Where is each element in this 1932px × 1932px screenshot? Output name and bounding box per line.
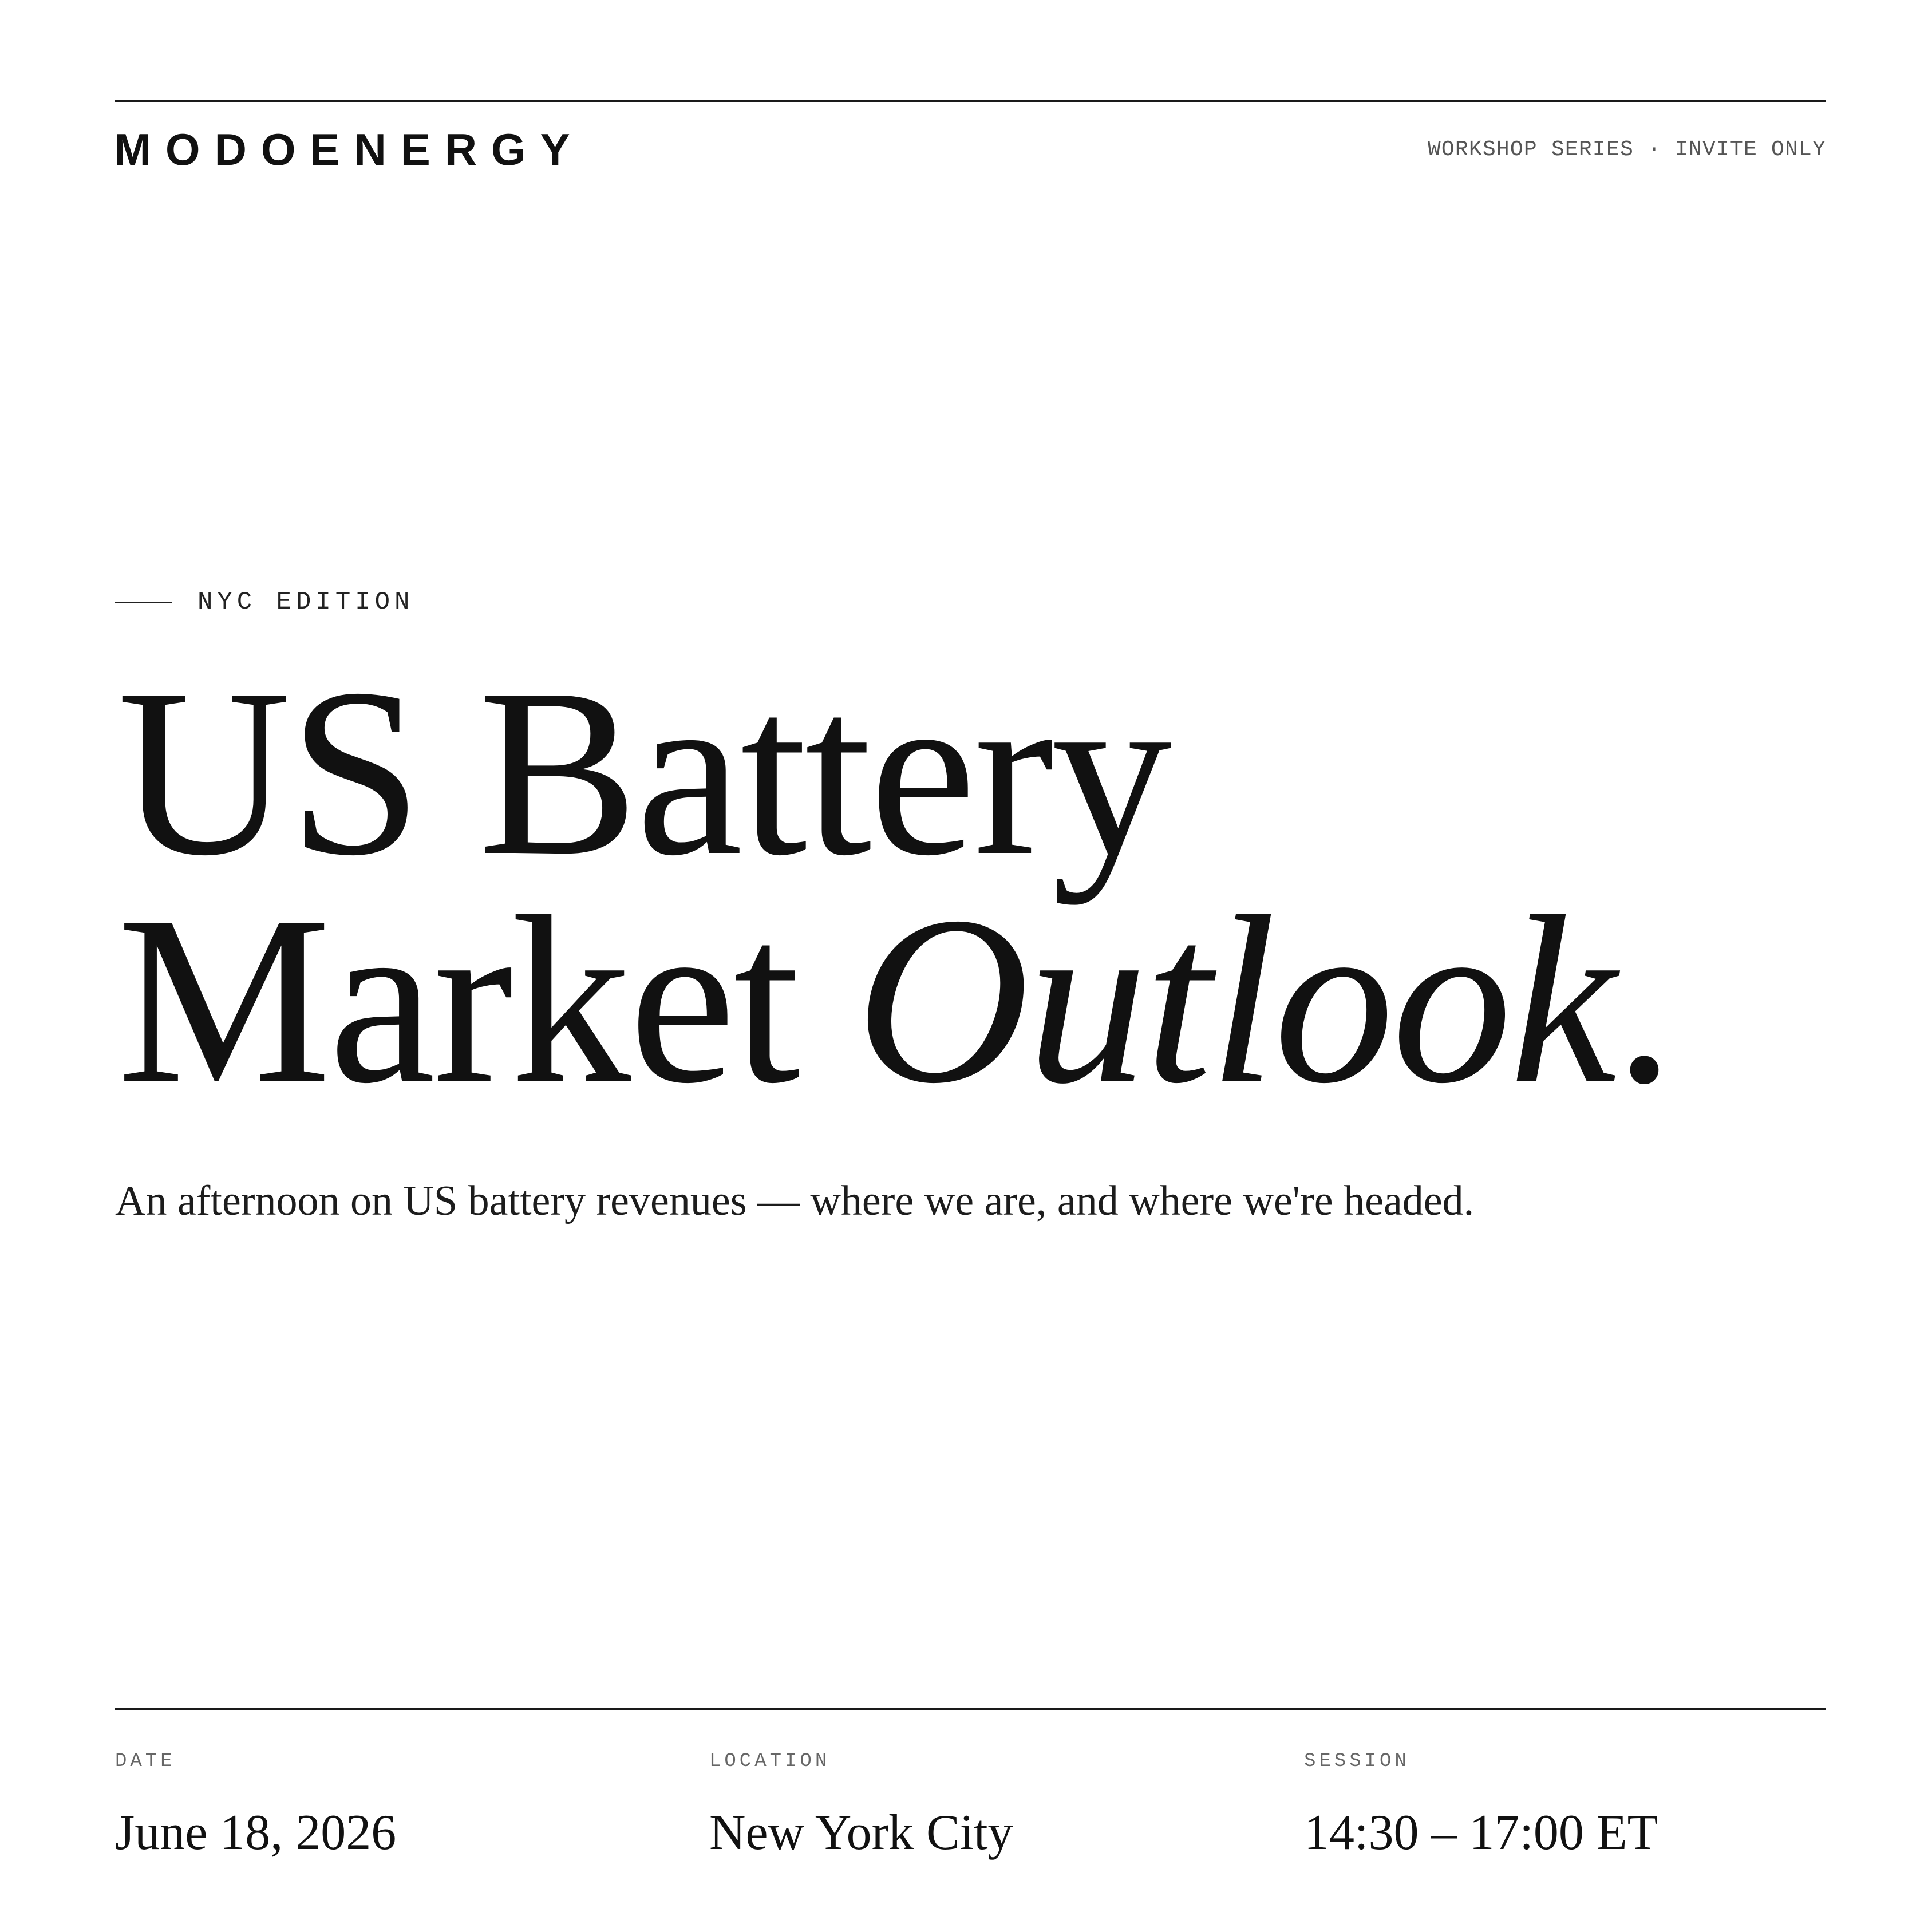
detail-session: SESSION 14:30 – 17:00 ET bbox=[1304, 1752, 1876, 1858]
title-line-2-italic: Outlook bbox=[855, 867, 1617, 1133]
detail-date: DATE June 18, 2026 bbox=[115, 1752, 688, 1858]
detail-label: DATE bbox=[115, 1751, 176, 1772]
page-title: US Battery Market Outlook. bbox=[117, 652, 1674, 1120]
top-divider bbox=[115, 100, 1826, 102]
bottom-divider bbox=[115, 1708, 1826, 1710]
eyebrow-dash bbox=[115, 601, 172, 603]
detail-value: New York City bbox=[709, 1805, 1013, 1860]
title-period: . bbox=[1614, 867, 1674, 1133]
detail-value: June 18, 2026 bbox=[115, 1805, 397, 1860]
subtitle: An afternoon on US battery revenues — wh… bbox=[115, 1178, 1475, 1224]
brand-logo: MODOENERGY bbox=[114, 124, 584, 175]
edition-eyebrow: NYC EDITION bbox=[115, 590, 414, 615]
title-line-1: US Battery bbox=[117, 639, 1172, 905]
edition-label: NYC EDITION bbox=[197, 588, 414, 617]
detail-value: 14:30 – 17:00 ET bbox=[1304, 1805, 1658, 1860]
detail-label: SESSION bbox=[1304, 1751, 1410, 1772]
detail-location: LOCATION New York City bbox=[709, 1752, 1282, 1858]
header-tagline: WORKSHOP SERIES · INVITE ONLY bbox=[1427, 137, 1826, 162]
title-line-2-roman: Market bbox=[117, 867, 856, 1133]
detail-label: LOCATION bbox=[709, 1751, 831, 1772]
